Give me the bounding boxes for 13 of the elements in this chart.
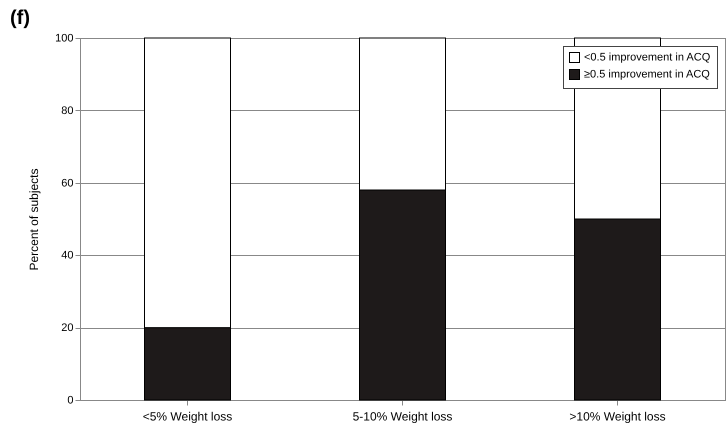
x-tick-label: <5% Weight loss [142, 410, 232, 424]
y-tick-label: 80 [61, 104, 74, 117]
y-tick-label: 100 [55, 32, 74, 44]
y-tick-label: 40 [61, 250, 74, 262]
y-tick-label: 60 [61, 177, 74, 190]
x-tick-label: >10% Weight loss [569, 410, 666, 424]
y-tick-label: 20 [61, 322, 74, 334]
y-tick-label: 0 [67, 394, 74, 406]
legend-label: ≥0.5 improvement in ACQ [584, 68, 710, 80]
chart-title: (f) [10, 7, 30, 29]
legend-label: <0.5 improvement in ACQ [584, 52, 711, 64]
y-axis-title: Percent of subjects [27, 168, 42, 271]
x-tick-label: 5-10% Weight loss [352, 410, 452, 424]
